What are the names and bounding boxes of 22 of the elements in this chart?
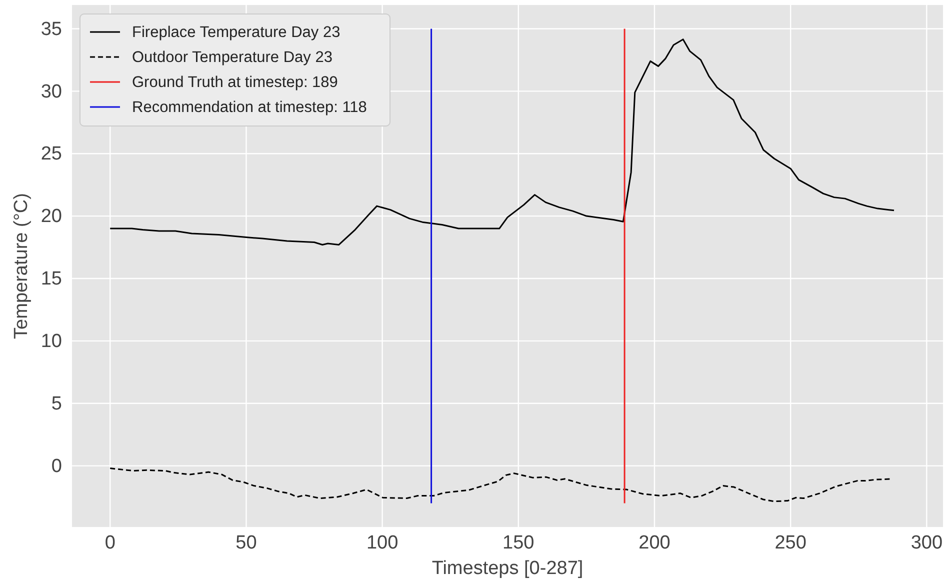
x-tick-label: 200 [638, 532, 670, 554]
x-tick-label: 0 [104, 532, 116, 554]
x-tick-label: 250 [774, 532, 806, 554]
y-tick-label: 25 [40, 144, 62, 165]
y-axis-title: Temperature (°C) [11, 193, 32, 339]
legend-label: Outdoor Temperature Day 23 [132, 49, 332, 66]
x-tick-label: 150 [502, 532, 534, 554]
y-tick-label: 10 [40, 331, 62, 352]
legend-label: Fireplace Temperature Day 23 [132, 24, 340, 41]
x-tick-label: 100 [366, 532, 398, 554]
legend-label: Recommendation at timestep: 118 [132, 99, 367, 116]
line-series [109, 38, 895, 246]
x-tick-label: 50 [236, 532, 257, 554]
x-axis-title: Timesteps [0-287] [432, 558, 584, 579]
y-tick-label: 20 [40, 206, 62, 228]
y-tick-label: 15 [40, 268, 62, 290]
y-tick-label: 5 [51, 393, 62, 414]
y-tick-label: 0 [51, 456, 62, 477]
y-tick-label: 35 [40, 18, 62, 40]
y-tick-label: 30 [40, 81, 62, 102]
legend-label: Ground Truth at timestep: 189 [132, 74, 338, 91]
x-tick-label: 300 [910, 532, 943, 554]
